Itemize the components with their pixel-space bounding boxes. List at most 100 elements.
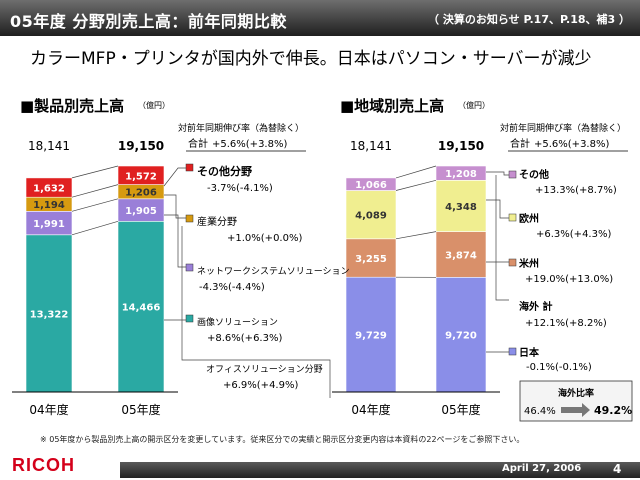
bar-value-label: 9,729 bbox=[355, 331, 387, 342]
bar-segment bbox=[345, 190, 397, 240]
overseas-ratio-from: 46.4% bbox=[524, 406, 556, 417]
legend-growth: +6.9%(+4.9%) bbox=[223, 380, 298, 391]
arrow-icon bbox=[561, 403, 590, 417]
bar-value-label: 3,874 bbox=[445, 250, 477, 261]
bar-value-label: 1,572 bbox=[125, 171, 157, 182]
legend-growth: -0.1%(-0.1%) bbox=[526, 362, 592, 373]
bar-total-label: 18,141 bbox=[28, 139, 70, 153]
chart-title: ■製品別売上高 bbox=[20, 97, 124, 115]
bar-value-label: 13,322 bbox=[30, 309, 69, 320]
category-label: 05年度 bbox=[121, 402, 160, 417]
growth-header: 対前年同期伸び率（為替除く） bbox=[500, 122, 626, 134]
connector-line bbox=[395, 231, 437, 240]
connector-line bbox=[395, 165, 437, 179]
slide-subtitle: カラーMFP・プリンタが国内外で伸長。日本はパソコン・サーバーが減少 bbox=[30, 49, 592, 69]
leader-line bbox=[486, 199, 509, 219]
leader-line bbox=[495, 175, 509, 301]
bar-segment bbox=[435, 180, 487, 232]
overseas-ratio-box bbox=[519, 380, 633, 422]
bar-segment bbox=[117, 165, 165, 185]
category-label: 04年度 bbox=[29, 402, 68, 417]
bar-total-label: 18,141 bbox=[350, 139, 392, 153]
footer-bar bbox=[120, 462, 640, 478]
legend-swatch bbox=[185, 214, 194, 223]
bar-value-label: 1,991 bbox=[33, 219, 65, 230]
overseas-ratio-title: 海外比率 bbox=[558, 387, 594, 399]
legend-label: 欧州 bbox=[519, 212, 539, 225]
legend-swatch bbox=[185, 163, 194, 172]
total-label: 合計 bbox=[188, 137, 208, 150]
bar-value-label: 1,194 bbox=[33, 200, 65, 211]
total-label: 合計 bbox=[510, 137, 530, 150]
slide-title: 05年度 分野別売上高：前年同期比較 bbox=[10, 12, 287, 31]
legend-swatch bbox=[508, 347, 517, 356]
legend-swatch bbox=[508, 213, 517, 222]
connector-line bbox=[71, 220, 119, 236]
bar-segment bbox=[25, 177, 73, 198]
overseas-ratio-to: 49.2% bbox=[594, 404, 632, 417]
chart-unit: （億円） bbox=[458, 100, 490, 110]
legend-label: ネットワークシステムソリューション bbox=[197, 266, 350, 277]
growth-header: 対前年同期伸び率（為替除く） bbox=[178, 122, 304, 134]
leader-line bbox=[181, 226, 331, 398]
legend-swatch bbox=[185, 314, 194, 323]
legend-label: オフィスソリューション分野 bbox=[206, 364, 323, 375]
legend-growth: -4.3%(-4.4%) bbox=[199, 282, 265, 293]
bar-value-label: 9,720 bbox=[445, 331, 477, 342]
legend-growth: +19.0%(+13.0%) bbox=[525, 274, 613, 285]
leader-line bbox=[164, 214, 186, 268]
legend-growth: +6.3%(+4.3%) bbox=[536, 229, 611, 240]
legend-label: 米州 bbox=[519, 257, 539, 270]
legend-label: 海外 計 bbox=[519, 300, 552, 313]
bar-value-label: 14,466 bbox=[122, 303, 161, 314]
leader-line bbox=[486, 171, 509, 176]
footnote: ※ 05年度から製品別売上高の開示区分を変更しています。従来区分での実績と開示区… bbox=[40, 435, 525, 444]
bar-value-label: 4,348 bbox=[445, 202, 477, 213]
leader-line bbox=[164, 194, 186, 219]
connector-line bbox=[71, 198, 119, 212]
leader-line bbox=[163, 167, 186, 187]
legend-label: その他 bbox=[519, 168, 549, 181]
connector-line bbox=[71, 184, 119, 198]
bar-value-label: 4,089 bbox=[355, 211, 387, 222]
legend-swatch bbox=[508, 258, 517, 267]
legend-growth: +8.6%(+6.3%) bbox=[207, 333, 282, 344]
page-number: 4 bbox=[613, 462, 622, 476]
bar-segment bbox=[345, 276, 397, 393]
reference-note: （ 決算のお知らせ P.17、P.18、補3 ） bbox=[428, 13, 630, 26]
bar-segment bbox=[25, 234, 73, 393]
chart-title: ■地域別売上高 bbox=[340, 97, 444, 115]
legend-label: 日本 bbox=[519, 346, 540, 359]
legend-growth: -3.7%(-4.1%) bbox=[207, 183, 273, 194]
bar-value-label: 1,066 bbox=[355, 180, 387, 191]
category-label: 05年度 bbox=[441, 402, 480, 417]
bar-value-label: 1,208 bbox=[445, 169, 477, 180]
total-growth: +5.6%(+3.8%) bbox=[534, 139, 609, 150]
chart-unit: （億円） bbox=[138, 100, 170, 110]
legend-growth: +12.1%(+8.2%) bbox=[525, 318, 607, 329]
bar-segment bbox=[435, 231, 487, 278]
ricoh-logo: RICOH bbox=[12, 455, 75, 475]
bar-value-label: 1,905 bbox=[125, 206, 157, 217]
legend-label: その他分野 bbox=[197, 164, 252, 178]
bar-total-label: 19,150 bbox=[438, 139, 484, 153]
legend-label: 画像ソリューション bbox=[197, 316, 278, 328]
header-bar: 05年度 分野別売上高：前年同期比較 （ 決算のお知らせ P.17、P.18、補… bbox=[0, 0, 640, 36]
legend-swatch bbox=[508, 170, 517, 179]
bar-total-label: 19,150 bbox=[118, 139, 164, 153]
bar-segment bbox=[435, 276, 487, 393]
legend-label: 産業分野 bbox=[197, 215, 237, 228]
bar-segment bbox=[345, 177, 397, 191]
bar-segment bbox=[435, 165, 487, 181]
bar-value-label: 3,255 bbox=[355, 254, 387, 265]
footer-date: April 27, 2006 bbox=[502, 463, 582, 474]
connector-line bbox=[71, 165, 119, 179]
legend-growth: +13.3%(+8.7%) bbox=[535, 185, 617, 196]
bar-value-label: 1,632 bbox=[33, 184, 65, 195]
connector-line bbox=[395, 179, 437, 191]
bar-value-label: 1,206 bbox=[125, 188, 157, 199]
total-growth: +5.6%(+3.8%) bbox=[212, 139, 287, 150]
legend-growth: +1.0%(+0.0%) bbox=[227, 233, 302, 244]
legend-swatch bbox=[185, 263, 194, 272]
